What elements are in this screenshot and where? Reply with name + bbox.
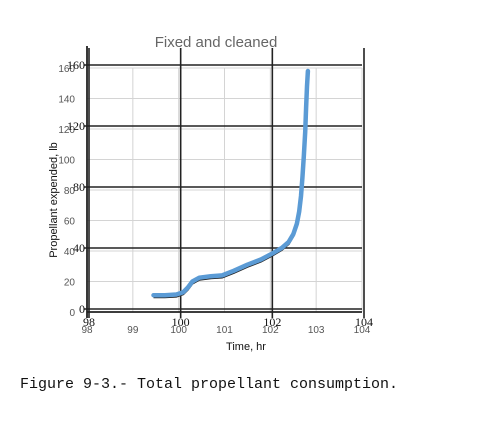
figure-caption: Figure 9-3.- Total propellant consumptio… [20,376,399,393]
propellant-chart: 0 20 40 60 80 100 120 140 160 98 99 100 101 102 103 104… [48,34,373,353]
y-tick-label: 80 [64,186,76,197]
y-tick-label: 140 [58,95,75,106]
original-grid-lines [84,46,365,318]
chart-title: Fixed and cleaned [155,34,278,51]
y-tick-label: 160 [58,64,75,75]
x-tick-label: 103 [308,325,325,336]
y-tick-label: 120 [58,125,75,136]
original-x-tick-label: 102 [263,315,281,329]
y-axis-label: Propellant expended, lb [48,142,60,258]
original-y-tick-label: 0 [79,302,85,316]
y-tick-label: 0 [69,308,75,319]
x-tick-label: 100 [170,325,187,336]
original-trace-line [153,72,309,299]
y-tick-label: 100 [58,156,75,167]
x-tick-label: 99 [127,325,139,336]
original-x-tick-label: 98 [83,315,95,329]
data-series [151,68,311,299]
x-tick-label: 101 [216,325,233,336]
original-y-tick-label: 120 [67,119,85,133]
tick-labels: 0 20 40 60 80 100 120 140 160 98 99 100 101 102 103 104… [58,58,373,336]
original-y-tick-label: 160 [67,58,85,72]
original-x-tick-label: 100 [172,315,190,329]
series-line-propellant [151,68,311,298]
y-tick-label: 20 [64,278,76,289]
original-y-tick-label: 80 [73,180,85,194]
x-axis-label: Time, hr [226,341,266,353]
original-y-tick-label: 40 [73,241,85,255]
grid-lines [86,67,363,313]
y-tick-label: 40 [64,247,76,258]
x-tick-label: 104 [354,325,371,336]
original-x-tick-label: 104 [355,315,373,329]
x-tick-label: 102 [262,325,279,336]
y-tick-label: 60 [64,217,76,228]
x-tick-label: 98 [81,325,93,336]
